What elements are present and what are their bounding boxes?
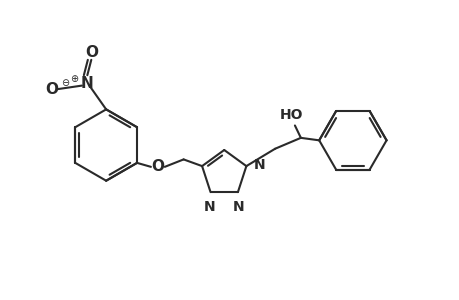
Text: HO: HO: [280, 108, 303, 122]
Text: ⊖: ⊖: [62, 78, 69, 88]
Text: N: N: [233, 200, 244, 214]
Text: N: N: [81, 76, 94, 91]
Text: N: N: [253, 158, 264, 172]
Text: N: N: [203, 200, 215, 214]
Text: O: O: [151, 159, 164, 174]
Text: O: O: [84, 45, 98, 60]
Text: O: O: [45, 82, 58, 97]
Text: ⊕: ⊕: [70, 74, 78, 84]
